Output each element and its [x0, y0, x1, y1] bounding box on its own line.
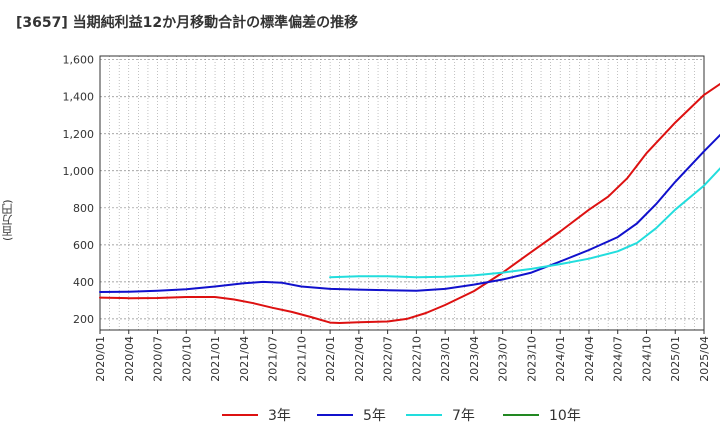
legend-swatch-7y	[406, 414, 442, 416]
x-tick-label: 2025/01	[669, 336, 682, 382]
x-tick-label: 2025/04	[698, 336, 711, 382]
legend-swatch-5y	[317, 414, 353, 416]
x-tick-label: 2021/01	[209, 336, 222, 382]
x-tick-label: 2023/01	[439, 336, 452, 382]
series-line-0	[99, 82, 720, 324]
series-line-2	[329, 167, 720, 279]
x-tick-label: 2021/07	[267, 336, 280, 382]
grid	[100, 56, 704, 330]
y-tick-label: 600	[73, 239, 94, 252]
plot-border	[99, 55, 705, 331]
legend-label-5y: 5年	[363, 408, 386, 424]
x-tick-label: 2020/07	[152, 336, 165, 382]
y-tick-label: 1,600	[63, 54, 95, 67]
x-tick-label: 2023/10	[525, 336, 538, 382]
x-tick-label: 2024/10	[640, 336, 653, 382]
y-tick-label: 1,000	[63, 165, 95, 178]
x-tick-label: 2020/10	[180, 336, 193, 382]
x-tick-label: 2022/04	[353, 336, 366, 382]
legend-label-3y: 3年	[268, 408, 291, 424]
x-tick-label: 2021/10	[295, 336, 308, 382]
x-tick-label: 2024/01	[554, 336, 567, 382]
legend: 3年 5年 7年 10年	[0, 402, 720, 428]
x-tick-label: 2022/10	[410, 336, 423, 382]
legend-item-3y: 3年	[222, 402, 291, 428]
x-tick-label: 2020/01	[94, 336, 107, 382]
chart-title: [3657] 当期純利益12か月移動合計の標準偏差の推移	[16, 15, 359, 31]
y-tick-label: 800	[73, 202, 94, 215]
x-tick-label: 2024/04	[583, 336, 596, 382]
legend-swatch-3y	[222, 414, 258, 416]
series-line-1	[99, 133, 720, 293]
y-tick-label: 1,400	[63, 91, 95, 104]
axes: 200 400 600 800 1,000 1,200 1,400 1,600 2020/01 2…	[63, 54, 712, 382]
x-tick-label: 2022/01	[324, 336, 337, 382]
y-tick-label: 200	[73, 313, 94, 326]
legend-label-7y: 7年	[452, 408, 475, 424]
x-tick-label: 2024/07	[612, 336, 625, 382]
x-tick-label: 2023/07	[497, 336, 510, 382]
legend-item-10y: 10年	[503, 402, 581, 428]
x-tick-label: 2021/04	[238, 336, 251, 382]
y-tick-label: 1,200	[63, 128, 95, 141]
x-tick-label: 2022/07	[382, 336, 395, 382]
x-tick-label: 2023/04	[468, 336, 481, 382]
legend-label-10y: 10年	[549, 408, 581, 424]
legend-swatch-10y	[503, 414, 539, 416]
legend-item-5y: 5年	[317, 402, 386, 428]
series-lines	[99, 82, 720, 324]
y-tick-label: 400	[73, 276, 94, 289]
x-tick-label: 2020/04	[123, 336, 136, 382]
legend-item-7y: 7年	[406, 402, 475, 428]
